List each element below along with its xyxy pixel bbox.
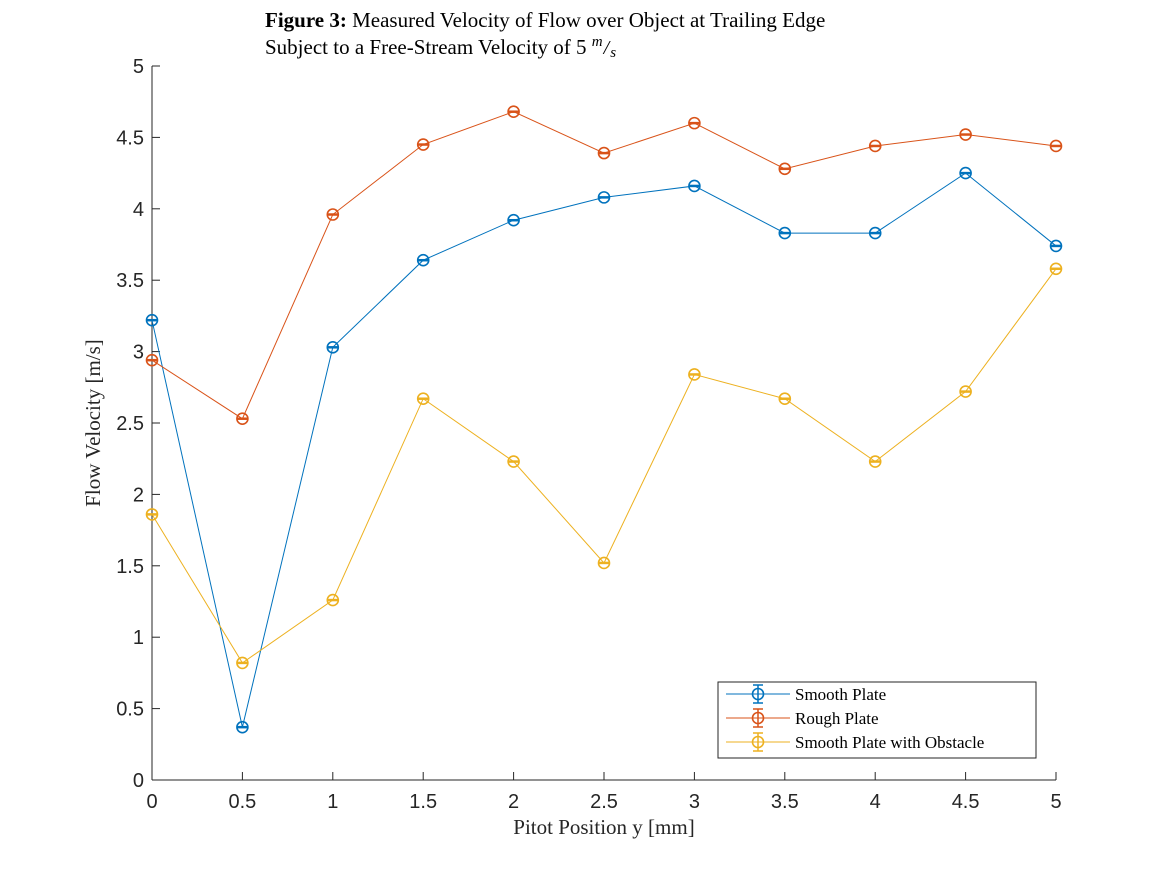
y-tick-label: 4.5 (116, 127, 144, 149)
legend-entry: Smooth Plate with Obstacle (726, 732, 984, 752)
axes: 0 0.5 1 1.5 2 2.5 3 3.5 4 4.5 5 0 0.5 1 1.5 2 2.5 3 3.5 4 4.… (81, 56, 1062, 839)
data-point (778, 162, 792, 176)
series-smooth-plate-with-obstacle (145, 262, 1063, 670)
x-tick-label: 4.5 (952, 791, 980, 813)
y-tick-label: 5 (133, 56, 144, 78)
data-point (688, 116, 701, 130)
y-tick-label: 1.5 (116, 556, 144, 578)
legend-label: Rough Plate (795, 709, 879, 728)
legend: Smooth Plate Rough Plate Smooth Plate with… (717, 681, 1037, 759)
data-point (416, 138, 430, 151)
data-point (688, 368, 701, 381)
data-point (236, 720, 249, 734)
series-smooth-plate (145, 166, 1063, 734)
data-point (868, 226, 882, 240)
legend-label: Smooth Plate (795, 685, 886, 704)
chart-subtitle-text: Subject to a Free-Stream Velocity of 5 (265, 35, 587, 59)
data-point (236, 656, 249, 670)
x-tick-label: 2.5 (590, 791, 618, 813)
chart-subtitle: Subject to a Free-Stream Velocity of 5 m… (265, 34, 618, 62)
data-point (507, 105, 520, 118)
x-tick-label: 3.5 (771, 791, 799, 813)
legend-entry: Smooth Plate (726, 684, 886, 704)
series-line (151, 111, 1057, 420)
chart-subtitle-unit: m/s (591, 34, 618, 61)
x-tick-label: 0.5 (228, 791, 256, 813)
data-point (778, 226, 792, 240)
series-layer (145, 105, 1063, 734)
data-point (145, 313, 159, 327)
y-tick-label: 3.5 (116, 270, 144, 292)
data-point (145, 508, 159, 521)
data-point (145, 353, 159, 367)
chart-title-figure-label: Figure 3: (265, 8, 347, 32)
legend-entry: Rough Plate (726, 708, 879, 728)
y-tick-label: 0.5 (116, 699, 144, 721)
data-point (326, 593, 340, 607)
data-point (597, 556, 611, 570)
y-tick-label: 3 (133, 342, 144, 364)
data-point (778, 392, 792, 406)
data-point (236, 412, 249, 426)
data-point (507, 455, 520, 468)
x-tick-label: 4 (870, 791, 881, 813)
data-point (416, 253, 430, 267)
data-point (868, 455, 882, 468)
chart-title: Figure 3: Measured Velocity of Flow over… (265, 8, 825, 32)
legend-label: Smooth Plate with Obstacle (795, 733, 984, 752)
y-tick-label: 4 (133, 199, 144, 221)
legend-marker (751, 735, 765, 749)
data-point (597, 191, 611, 204)
data-point (326, 341, 340, 354)
data-point (507, 213, 520, 227)
data-point (1049, 139, 1063, 153)
x-tick-label: 3 (689, 791, 700, 813)
x-axis-label: Pitot Position y [mm] (513, 815, 694, 839)
chart-subtitle-unit-numerator: m (591, 34, 604, 50)
legend-marker (751, 687, 765, 701)
data-point (959, 128, 972, 141)
y-tick-label: 2.5 (116, 413, 144, 435)
legend-marker (751, 711, 765, 725)
y-tick-label: 1 (133, 627, 144, 649)
data-point (416, 392, 430, 406)
data-point (959, 385, 972, 398)
x-tick-label: 0 (146, 791, 157, 813)
y-axis-label: Flow Velocity [m/s] (81, 339, 105, 507)
data-point (1049, 262, 1063, 276)
series-rough-plate (145, 105, 1063, 426)
data-point (1049, 239, 1063, 253)
series-line (151, 268, 1057, 664)
chart-title-text: Measured Velocity of Flow over Object at… (352, 8, 826, 32)
y-tick-label: 0 (133, 770, 144, 792)
data-point (597, 146, 611, 160)
data-point (688, 179, 701, 193)
series-line (151, 172, 1057, 728)
legend-box (717, 681, 1037, 759)
x-tick-label: 1 (327, 791, 338, 813)
y-tick-label: 2 (133, 484, 144, 506)
data-point (868, 139, 882, 153)
data-point (959, 166, 972, 180)
x-tick-label: 5 (1050, 791, 1061, 813)
x-tick-label: 2 (508, 791, 519, 813)
chart-subtitle-unit-denominator: s (610, 45, 618, 61)
x-tick-label: 1.5 (409, 791, 437, 813)
data-point (326, 208, 340, 221)
